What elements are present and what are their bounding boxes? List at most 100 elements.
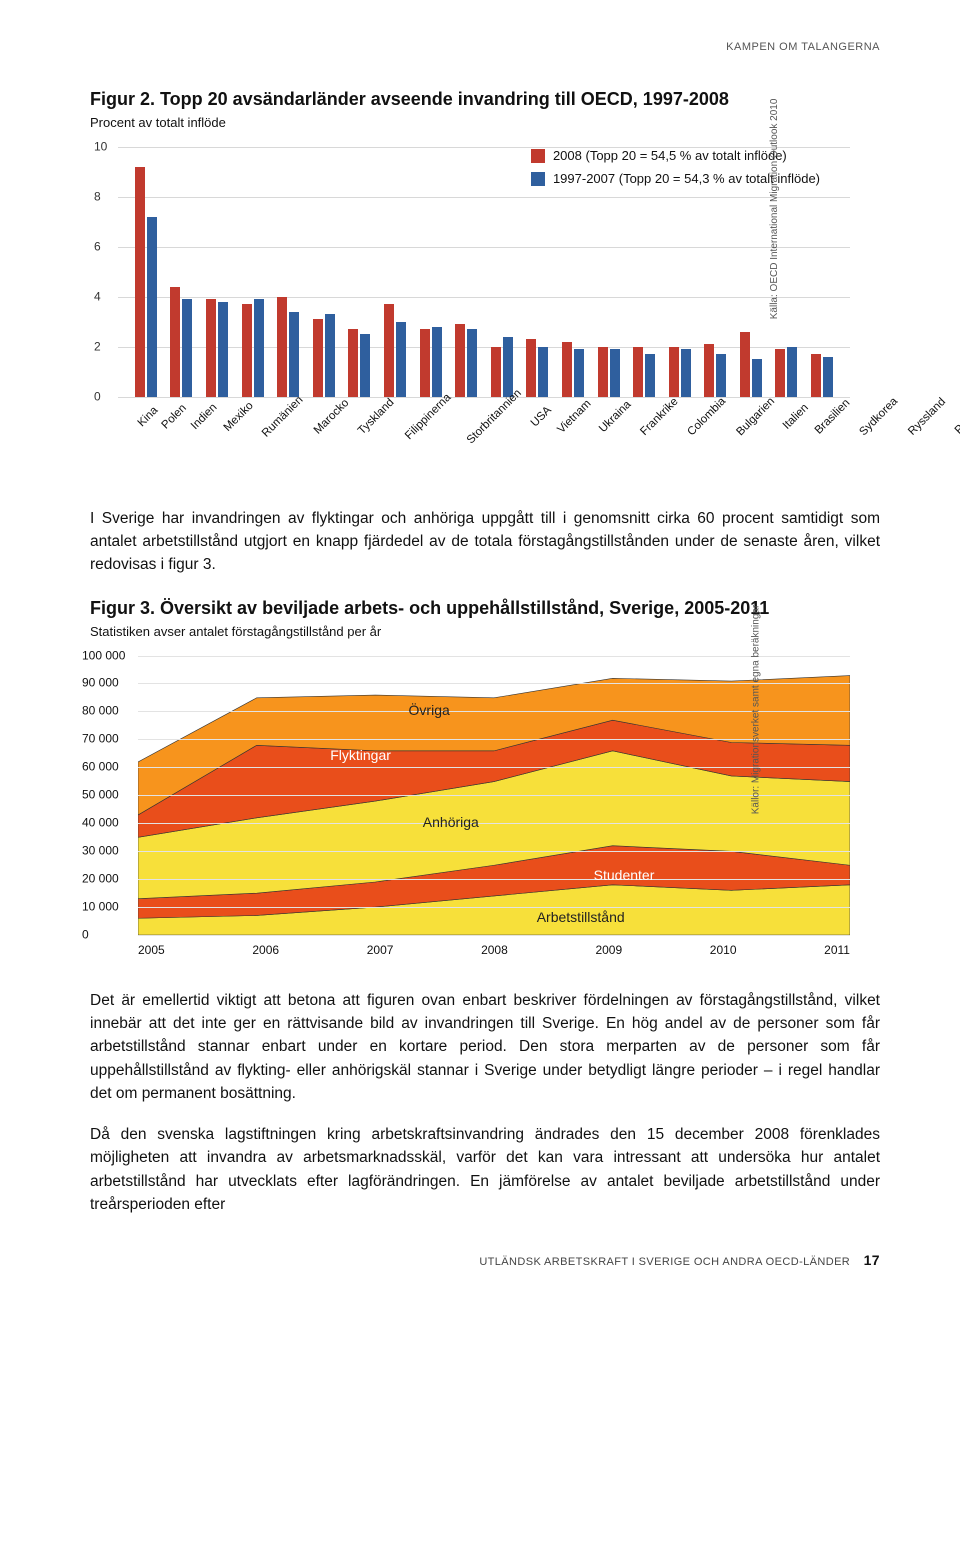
x-tick-label: Bulgarien	[733, 394, 779, 440]
bar	[491, 347, 501, 397]
paragraph-1: I Sverige har invandringen av flyktingar…	[90, 507, 880, 577]
gridline	[138, 739, 850, 740]
bar	[218, 302, 228, 397]
bar	[681, 349, 691, 397]
x-tick-label: Marocko	[310, 395, 353, 438]
fig2-chart: 0246810 KinaPolenIndienMexikoRumänienMar…	[90, 147, 880, 477]
paragraph-3: Då den svenska lagstiftningen kring arbe…	[90, 1123, 880, 1216]
bar	[455, 324, 465, 397]
bar	[574, 349, 584, 397]
footer-section: UTLÄNDSK ARBETSKRAFT I SVERIGE OCH ANDRA…	[479, 1256, 850, 1268]
series-label: Anhöriga	[423, 812, 479, 832]
bar	[775, 349, 785, 397]
bar	[704, 344, 714, 397]
x-tick-label: 2007	[367, 942, 394, 959]
bar	[740, 332, 750, 397]
x-tick-label: Indien	[188, 400, 222, 434]
y-tick-label: 30 000	[82, 842, 119, 859]
fig3-chart: 010 00020 00030 00040 00050 00060 00070 …	[90, 656, 880, 959]
gridline	[138, 851, 850, 852]
gridline	[138, 935, 850, 936]
bar	[420, 329, 430, 397]
bar-group	[270, 147, 306, 397]
y-tick-label: 8	[94, 188, 101, 205]
fig2-source: Källa: OECD International Migration Outl…	[768, 98, 783, 319]
bar	[242, 304, 252, 397]
y-tick-label: 20 000	[82, 870, 119, 887]
x-tick-label: Kina	[134, 403, 162, 431]
bar	[669, 347, 679, 397]
y-tick-label: 6	[94, 238, 101, 255]
fig2-subtitle: Procent av totalt inflöde	[90, 114, 880, 133]
bar	[598, 347, 608, 397]
paragraph-2: Det är emellertid viktigt att betona att…	[90, 989, 880, 1105]
bar	[206, 299, 216, 397]
bar	[277, 297, 287, 397]
y-tick-label: 0	[82, 926, 89, 943]
gridline	[138, 907, 850, 908]
bar-group	[128, 147, 164, 397]
bar	[182, 299, 192, 397]
y-tick-label: 2	[94, 338, 101, 355]
bar	[752, 359, 762, 397]
x-tick-label: 2005	[138, 942, 165, 959]
bar	[384, 304, 394, 397]
gridline	[138, 711, 850, 712]
x-tick-label: Pakistan	[952, 395, 960, 438]
x-tick-label: Brasilien	[812, 395, 855, 438]
gridline	[138, 656, 850, 657]
page-footer: UTLÄNDSK ARBETSKRAFT I SVERIGE OCH ANDRA…	[90, 1250, 880, 1271]
bar	[289, 312, 299, 397]
bar	[135, 167, 145, 397]
legend-label: 2008 (Topp 20 = 54,5 % av totalt inflöde…	[553, 147, 787, 166]
x-tick-label: 2010	[710, 942, 737, 959]
gridline	[138, 767, 850, 768]
x-tick-label: Mexiko	[220, 398, 258, 436]
series-label: Flyktingar	[330, 745, 391, 765]
bar	[645, 354, 655, 397]
series-label: Övriga	[409, 700, 450, 720]
y-tick-label: 70 000	[82, 731, 119, 748]
bar-group	[377, 147, 413, 397]
y-tick-label: 0	[94, 388, 101, 405]
bar	[811, 354, 821, 397]
bar	[716, 354, 726, 397]
legend-swatch	[531, 149, 545, 163]
y-tick-label: 40 000	[82, 814, 119, 831]
series-label: Studenter	[594, 865, 655, 885]
bar-group	[484, 147, 520, 397]
bar	[254, 299, 264, 397]
x-tick-label: Vietnam	[554, 396, 595, 437]
bar	[526, 339, 536, 397]
x-tick-label: Ukraina	[595, 397, 635, 437]
x-tick-label: Italien	[779, 400, 812, 433]
bar	[325, 314, 335, 397]
bar-group	[413, 147, 449, 397]
page-kicker: KAMPEN OM TALANGERNA	[90, 40, 880, 56]
bar	[787, 347, 797, 397]
x-tick-label: Colombia	[684, 394, 730, 440]
y-tick-label: 100 000	[82, 647, 125, 664]
bar	[313, 319, 323, 397]
bar	[823, 357, 833, 397]
x-tick-label: 2011	[824, 942, 850, 959]
gridline	[138, 823, 850, 824]
bar-group	[164, 147, 200, 397]
x-tick-label: Filippinerna	[402, 390, 456, 444]
bar	[348, 329, 358, 397]
x-tick-label: 2008	[481, 942, 508, 959]
bar	[633, 347, 643, 397]
gridline	[138, 879, 850, 880]
x-tick-label: USA	[528, 403, 557, 432]
bar-group	[306, 147, 342, 397]
bar-group	[448, 147, 484, 397]
bar	[360, 334, 370, 397]
bar	[467, 329, 477, 397]
y-tick-label: 4	[94, 288, 101, 305]
y-tick-label: 90 000	[82, 675, 119, 692]
bar	[432, 327, 442, 397]
bar	[147, 217, 157, 397]
x-tick-label: 2009	[595, 942, 622, 959]
x-tick-label: Sydkorea	[856, 394, 902, 440]
y-tick-label: 10 000	[82, 898, 119, 915]
